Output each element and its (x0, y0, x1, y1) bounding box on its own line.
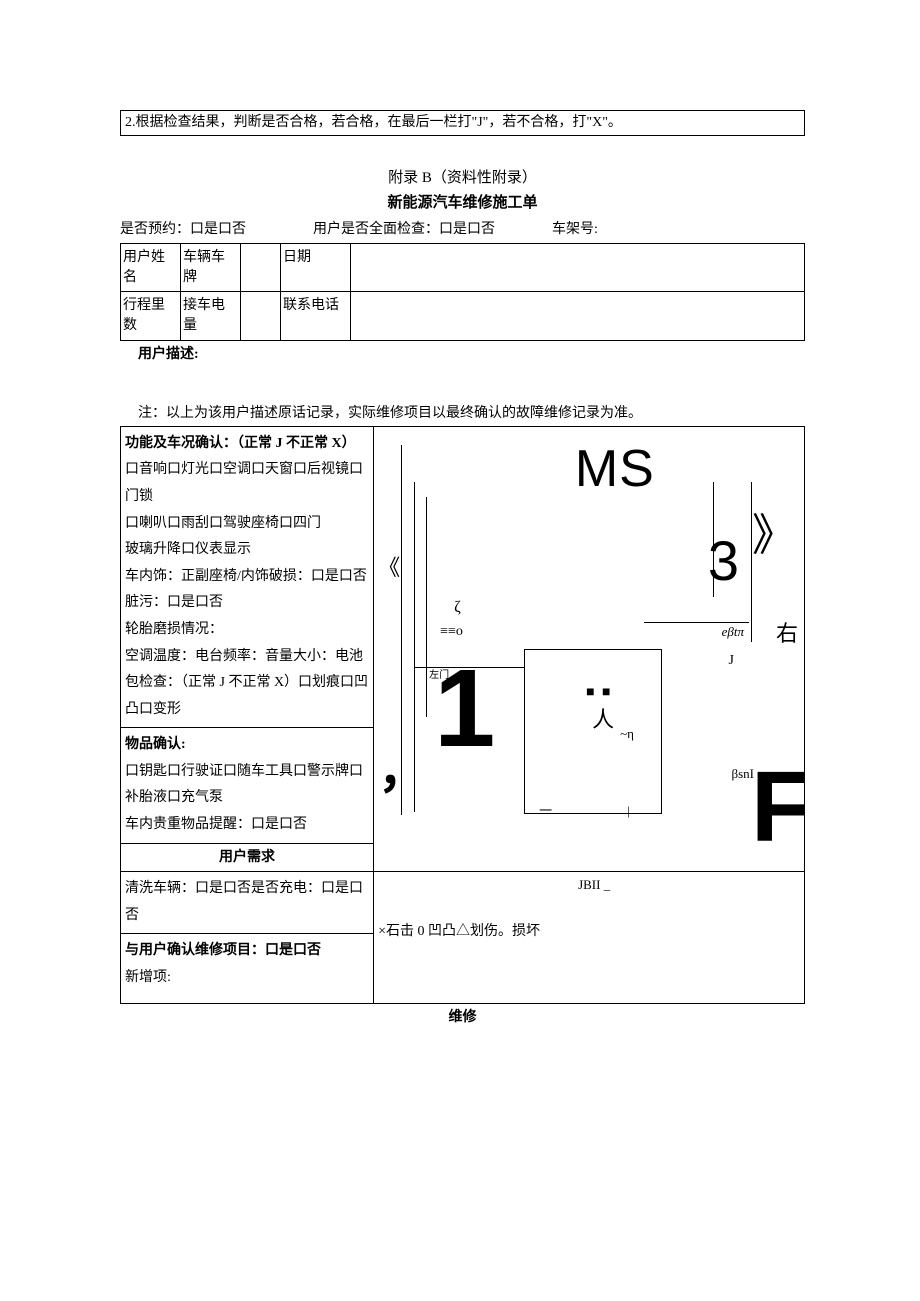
diagram-line (426, 497, 427, 717)
damage-legend: ×石击 0 凹凸△划伤。损坏 (378, 894, 800, 942)
items-line1: 口钥匙口行驶证口随车工具口警示牌口补胎液口充气泵 (125, 764, 363, 806)
diagram-bigf: F (751, 737, 805, 872)
func-line1: 口音响口灯光口空调口天窗口后视镜口门锁 (125, 462, 363, 504)
plate-value (241, 244, 281, 292)
diagram-right-label: 右 (776, 619, 798, 650)
user-name-label: 用户姓名 (121, 244, 181, 292)
tire-line: 轮胎磨损情况： (125, 622, 223, 637)
func-line2: 口喇叭口雨刮口驾驶座椅口四门 (125, 516, 321, 531)
mileage-label: 行程里数 (121, 292, 181, 340)
phone-label: 联系电话 (281, 292, 351, 340)
confirm-cell: 与用户确认维修项目：口是口否 新增项: (121, 934, 374, 1004)
vin-label: 车架号: (552, 222, 598, 237)
items-head: 物品确认: (125, 737, 186, 752)
func-head: 功能及车况确认：（正常 J 不正常 X） (125, 436, 356, 451)
note-text: 注：以上为该用户描述原话记录，实际维修项目以最终确认的故障维修记录为准。 (120, 404, 805, 424)
function-cell: 功能及车况确认：（正常 J 不正常 X） 口音响口灯光口空调口天窗口后视镜口门锁… (121, 426, 374, 728)
repair-footer: 维修 (120, 1008, 805, 1028)
wash-line: 清洗车辆：口是口否是否充电：口是口否 (125, 881, 363, 923)
diagram-pipe1: 一 (539, 802, 552, 820)
phone-value (351, 292, 805, 340)
diagram-text-3: 3 (708, 522, 739, 600)
diagram-text-ms: MS (575, 433, 655, 506)
newitem-line: 新增项: (125, 970, 171, 985)
diagram-chevron-right: 》 (752, 505, 796, 567)
main-table: 功能及车况确认：（正常 J 不正常 X） 口音响口灯光口空调口天窗口后视镜口门锁… (120, 426, 805, 1005)
ac-line: 空调温度：电台频率：音量大小：电池包检查：（正常 J 不正常 X）口划痕口凹凸口… (125, 649, 368, 717)
wash-cell: 清洗车辆：口是口否是否充电：口是口否 (121, 872, 374, 934)
diagram-lower: JBII _ ×石击 0 凹凸△划伤。损坏 (374, 872, 805, 1004)
diagram-chevron-left: 《 (378, 553, 400, 584)
diagram-pipe2: | (627, 802, 630, 820)
appendix-title: 附录 B（资料性附录） (120, 168, 805, 189)
diagram-dots: ■ ■ (586, 683, 612, 703)
diagram-leftdoor: 左门 (429, 669, 449, 683)
interior-line: 车内饰：正副座椅/内饰破损：口是口否脏污：口是口否 (125, 569, 367, 611)
items-cell: 物品确认: 口钥匙口行驶证口随车工具口警示牌口补胎液口充气泵 车内贵重物品提醒：… (121, 728, 374, 843)
diagram-tripleo: ≡≡o (440, 622, 463, 642)
jbii-text: JBII _ (378, 876, 800, 894)
battery-label: 接车电量 (181, 292, 241, 340)
reserve-label: 是否预约：口是口否 (120, 222, 246, 237)
vehicle-diagram: MS 3 》 《 ζ ≡≡o eβtπ J 右 1 ， 人 ~η βsnI 左门… (374, 426, 805, 872)
diagram-ebt: eβtπ (722, 623, 744, 641)
date-label: 日期 (281, 244, 351, 292)
diagram-zeta: ζ (454, 597, 461, 619)
items-line2: 车内贵重物品提醒：口是口否 (125, 817, 307, 832)
battery-value (241, 292, 281, 340)
diagram-eta: ~η (620, 725, 634, 743)
user-desc-label: 用户描述: (120, 345, 805, 365)
fullcheck-label: 用户是否全面检查：口是口否 (313, 222, 495, 237)
confirm-line: 与用户确认维修项目：口是口否 (125, 943, 321, 958)
diagram-j: J (729, 651, 734, 671)
func-line3: 玻璃升降口仪表显示 (125, 542, 251, 557)
plate-label: 车辆车牌 (181, 244, 241, 292)
date-value (351, 244, 805, 292)
info-table: 用户姓名 车辆车牌 日期 行程里数 接车电量 联系电话 (120, 243, 805, 340)
diagram-person: 人 (592, 705, 614, 736)
diagram-quote: ， (378, 735, 428, 805)
instruction-box: 2.根据检查结果，判断是否合格，若合格，在最后一栏打"J"，若不合格，打"X"。 (120, 110, 805, 136)
user-need-head: 用户需求 (121, 843, 374, 872)
document-title: 新能源汽车维修施工单 (120, 193, 805, 214)
header-line: 是否预约：口是口否 用户是否全面检查：口是口否 车架号: (120, 220, 805, 240)
